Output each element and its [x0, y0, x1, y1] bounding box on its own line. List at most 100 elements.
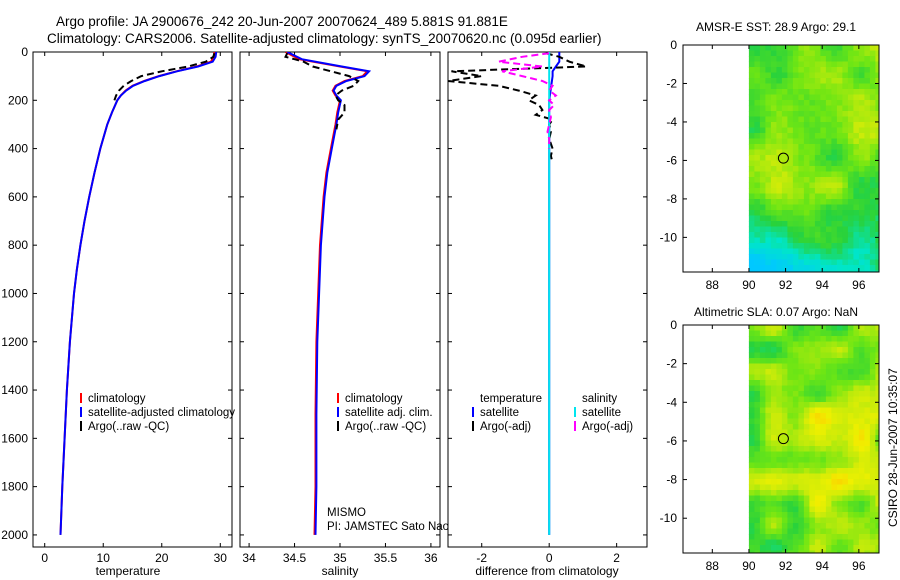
sla_map-cell — [759, 484, 766, 491]
sst_map-cell — [770, 61, 777, 68]
sst_map-cell — [825, 177, 832, 184]
sst_map-cell — [748, 166, 755, 173]
sst_map-cell — [787, 204, 794, 211]
sla_map-cell — [798, 512, 805, 519]
sla_map-cell — [842, 512, 849, 519]
sla_map-cell — [809, 512, 816, 519]
sst_map-cell — [864, 193, 871, 200]
sla_map-cell — [820, 550, 827, 553]
sla_map-cell — [836, 413, 843, 420]
sst_map-cell — [754, 210, 761, 217]
sst_map-cell — [836, 144, 843, 151]
sst_map-cell — [869, 210, 876, 217]
sst_map-cell — [836, 45, 843, 52]
sla_map-cell — [836, 534, 843, 541]
sla_map-cell — [825, 512, 832, 519]
sla_map-cell — [759, 512, 766, 519]
sst_map-cell — [853, 188, 860, 195]
sst_map-cell — [825, 259, 832, 266]
sst_map-cell — [853, 155, 860, 162]
sst_map-cell — [864, 204, 871, 211]
sla_map-cell — [787, 528, 794, 535]
sst_map-cell — [798, 72, 805, 79]
sst_map-cell — [820, 182, 827, 189]
sst_map-cell — [831, 237, 838, 244]
sst_map-cell — [847, 243, 854, 250]
sla_map-cell — [770, 473, 777, 480]
sst_map-cell — [847, 105, 854, 112]
sla_map-cell — [831, 457, 838, 464]
sla_map-cell — [798, 457, 805, 464]
sla_map-cell — [814, 380, 821, 387]
sla_map-cell — [836, 446, 843, 453]
sst_map-cell — [853, 259, 860, 266]
sst_map-cell — [814, 133, 821, 140]
sla_map-cell — [781, 325, 788, 332]
sla_map-cell — [765, 347, 772, 354]
sst_map-cell — [869, 259, 876, 266]
sla_map-cell — [847, 347, 854, 354]
sst_map-cell — [770, 144, 777, 151]
sla_map-cell — [847, 506, 854, 513]
sla_map-cell — [831, 429, 838, 436]
sst_map-cell — [875, 171, 879, 178]
sla_map-cell — [853, 495, 860, 502]
sst_map-cell — [831, 188, 838, 195]
sst_map-cell — [858, 177, 865, 184]
sst_map-cell — [853, 72, 860, 79]
sla_map-cell — [759, 413, 766, 420]
sla_map-cell — [770, 363, 777, 370]
sla_map-cell — [770, 479, 777, 486]
sst_map-cell — [869, 116, 876, 123]
sst_map-cell — [809, 226, 816, 233]
sst_map-cell — [875, 204, 879, 211]
sla_map-cell — [748, 391, 755, 398]
sla_map-cell — [814, 523, 821, 530]
sst_map-cell — [853, 204, 860, 211]
sst_map-cell — [787, 111, 794, 118]
sla_map-cell — [765, 435, 772, 442]
sla_map-cell — [858, 380, 865, 387]
sla_map-cell — [776, 424, 783, 431]
sla_map-cell — [809, 347, 816, 354]
sla_map-cell — [754, 402, 761, 409]
sla_map-cell — [836, 358, 843, 365]
sst_map-cell — [825, 166, 832, 173]
sst_map-cell — [853, 221, 860, 228]
sst_map-cell — [864, 56, 871, 63]
sla_map-cell — [770, 468, 777, 475]
sst_map-cell — [864, 100, 871, 107]
sst_map-cell — [754, 127, 761, 134]
sst_map-ytick-label: 0 — [670, 38, 677, 52]
sla_map-cell — [869, 413, 876, 420]
sla_map-cell — [820, 457, 827, 464]
sla_map-cell — [792, 391, 799, 398]
sst_map-cell — [776, 138, 783, 145]
sla_map-cell — [820, 506, 827, 513]
sla_map-cell — [787, 385, 794, 392]
sla_map-cell — [864, 363, 871, 370]
sla_map-cell — [776, 374, 783, 381]
sst_map-cell — [765, 111, 772, 118]
sst_map-cell — [831, 166, 838, 173]
sla_map-cell — [809, 545, 816, 552]
sst_map-cell — [825, 133, 832, 140]
sla_map-cell — [875, 506, 879, 513]
sla_map-cell — [770, 358, 777, 365]
sst_map-cell — [809, 215, 816, 222]
sla_map-cell — [831, 539, 838, 546]
sst_map-cell — [770, 166, 777, 173]
sst_map-cell — [803, 67, 810, 74]
sla_map-cell — [869, 402, 876, 409]
sst_map-cell — [759, 237, 766, 244]
sst_map-cell — [858, 210, 865, 217]
sla_map-cell — [787, 545, 794, 552]
sla_map-cell — [759, 330, 766, 337]
sla_map-cell — [809, 352, 816, 359]
sst_map-cell — [847, 83, 854, 90]
sst_map-cell — [803, 127, 810, 134]
sst_map-cell — [831, 61, 838, 68]
sst_map-cell — [858, 72, 865, 79]
sla_map-cell — [776, 352, 783, 359]
sst_map-cell — [836, 138, 843, 145]
